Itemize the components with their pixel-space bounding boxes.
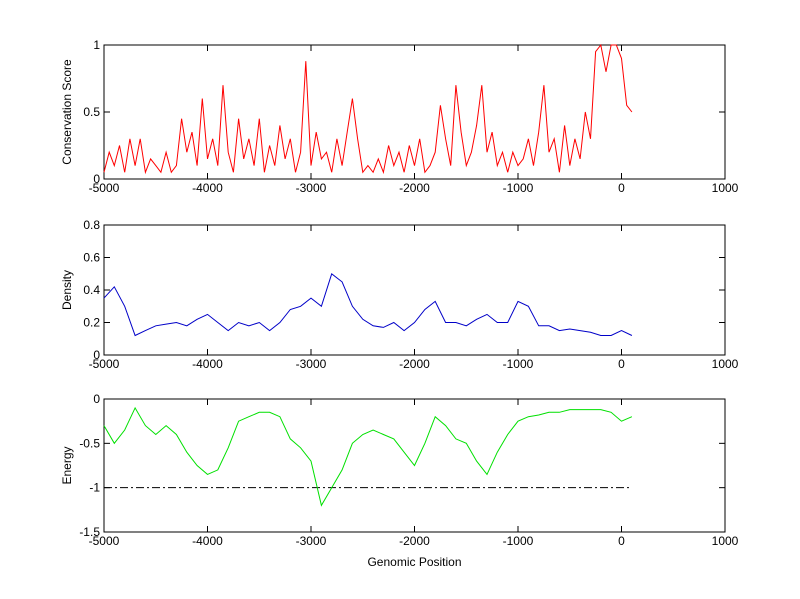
x-tick-label: -5000 [89, 534, 120, 548]
x-tick-label: 0 [618, 181, 625, 195]
x-tick-label: -2000 [399, 181, 430, 195]
y-tick-label: 0 [93, 392, 100, 406]
x-tick-label: -2000 [399, 534, 430, 548]
data-line [103, 272, 633, 337]
x-tick-label: 1000 [712, 357, 739, 371]
y-tick-label: 0.8 [83, 218, 100, 232]
data-line [103, 43, 633, 175]
y-tick-label: 0 [93, 172, 100, 186]
y-tick-label: 0 [93, 348, 100, 362]
x-tick-label: 0 [618, 534, 625, 548]
y-axis-label: Energy [60, 446, 74, 484]
x-tick-label: 0 [618, 357, 625, 371]
x-tick-label: -2000 [399, 357, 430, 371]
x-tick-label: -4000 [192, 534, 223, 548]
data-line [103, 406, 633, 507]
y-tick-label: 0.5 [83, 105, 100, 119]
y-tick-label: -0.5 [79, 436, 100, 450]
x-tick-label: -3000 [296, 357, 327, 371]
x-tick-label: 1000 [712, 534, 739, 548]
x-axis-label: Genomic Position [367, 555, 461, 569]
y-tick-label: 1 [93, 38, 100, 52]
y-tick-label: -1.5 [79, 525, 100, 539]
x-tick-label: -4000 [192, 357, 223, 371]
y-tick-label: -1 [89, 481, 100, 495]
x-tick-label: -4000 [192, 181, 223, 195]
y-axis-label: Density [60, 270, 74, 310]
y-axis-label: Conservation Score [60, 59, 74, 165]
x-tick-label: -1000 [503, 357, 534, 371]
x-tick-label: -1000 [503, 534, 534, 548]
x-tick-label: -1000 [503, 181, 534, 195]
y-tick-label: 0.2 [83, 316, 100, 330]
x-tick-label: -5000 [89, 181, 120, 195]
y-tick-label: 0.6 [83, 251, 100, 265]
x-tick-label: -3000 [296, 181, 327, 195]
x-tick-label: -5000 [89, 357, 120, 371]
y-tick-label: 0.4 [83, 283, 100, 297]
x-tick-label: 1000 [712, 181, 739, 195]
x-tick-label: -3000 [296, 534, 327, 548]
